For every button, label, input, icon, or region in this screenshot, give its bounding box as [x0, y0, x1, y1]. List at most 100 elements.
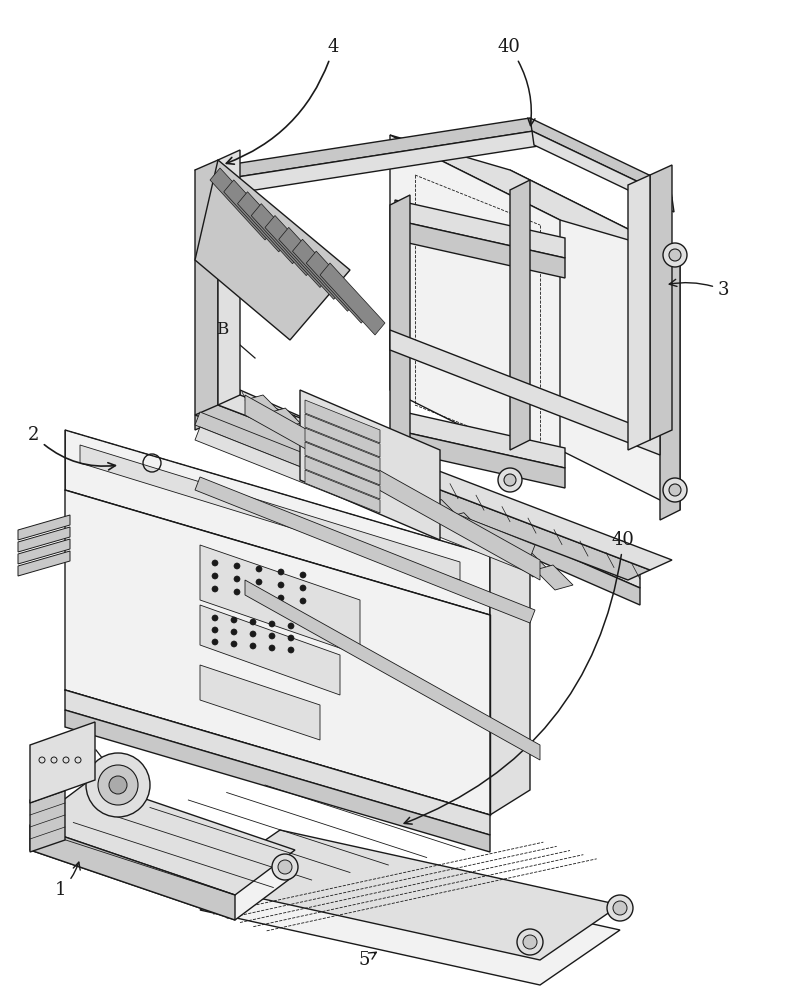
Circle shape [300, 585, 306, 591]
Circle shape [278, 860, 292, 874]
Circle shape [288, 623, 294, 629]
Polygon shape [390, 330, 660, 455]
Circle shape [278, 595, 284, 601]
Circle shape [212, 639, 218, 645]
Polygon shape [240, 390, 640, 588]
Circle shape [250, 643, 256, 649]
Polygon shape [513, 552, 551, 577]
Polygon shape [390, 135, 680, 255]
Circle shape [669, 249, 681, 261]
Circle shape [523, 935, 537, 949]
Circle shape [256, 592, 262, 598]
Polygon shape [30, 825, 235, 920]
Polygon shape [200, 855, 620, 985]
Polygon shape [290, 421, 327, 446]
Polygon shape [200, 830, 620, 960]
Polygon shape [395, 220, 565, 278]
Polygon shape [18, 551, 70, 576]
Polygon shape [650, 165, 672, 440]
Polygon shape [530, 118, 672, 198]
Polygon shape [628, 175, 650, 450]
Circle shape [663, 243, 687, 267]
Polygon shape [195, 160, 218, 430]
Circle shape [256, 566, 262, 572]
Polygon shape [195, 405, 650, 580]
Polygon shape [205, 130, 545, 197]
Circle shape [234, 576, 240, 582]
Polygon shape [510, 180, 530, 450]
Polygon shape [356, 460, 395, 485]
Circle shape [231, 629, 237, 635]
Text: 5: 5 [358, 951, 376, 969]
Polygon shape [18, 539, 70, 564]
Polygon shape [279, 227, 344, 299]
Polygon shape [305, 456, 380, 499]
Circle shape [231, 641, 237, 647]
Polygon shape [334, 447, 372, 472]
Polygon shape [305, 442, 380, 485]
Circle shape [269, 633, 275, 639]
Polygon shape [224, 180, 289, 252]
Circle shape [288, 635, 294, 641]
Circle shape [300, 572, 306, 578]
Polygon shape [195, 160, 350, 340]
Polygon shape [30, 788, 65, 852]
Polygon shape [195, 477, 535, 623]
Polygon shape [245, 395, 540, 580]
Text: B: B [216, 322, 228, 338]
Polygon shape [293, 239, 357, 311]
Circle shape [607, 895, 633, 921]
Circle shape [234, 563, 240, 569]
Text: 1: 1 [55, 862, 80, 899]
Polygon shape [306, 251, 371, 323]
Polygon shape [195, 412, 535, 558]
Polygon shape [251, 204, 316, 276]
Polygon shape [660, 248, 680, 520]
Circle shape [231, 617, 237, 623]
Polygon shape [395, 430, 565, 488]
Circle shape [269, 621, 275, 627]
Polygon shape [491, 539, 528, 564]
Polygon shape [200, 605, 340, 695]
Circle shape [663, 478, 687, 502]
Polygon shape [218, 150, 240, 420]
Polygon shape [390, 195, 410, 460]
Polygon shape [195, 427, 535, 573]
Polygon shape [30, 805, 295, 920]
Polygon shape [18, 515, 70, 540]
Polygon shape [305, 428, 380, 471]
Polygon shape [446, 513, 484, 538]
Text: 40: 40 [498, 38, 535, 126]
Text: 40: 40 [404, 531, 635, 824]
Circle shape [288, 647, 294, 653]
Text: 3: 3 [670, 279, 729, 299]
Circle shape [250, 619, 256, 625]
Polygon shape [18, 527, 70, 552]
Polygon shape [195, 118, 540, 182]
Polygon shape [240, 413, 640, 605]
Polygon shape [312, 434, 350, 459]
Circle shape [517, 929, 543, 955]
Polygon shape [65, 710, 490, 852]
Polygon shape [468, 526, 506, 551]
Polygon shape [510, 170, 680, 510]
Circle shape [212, 560, 218, 566]
Polygon shape [265, 216, 330, 288]
Polygon shape [390, 135, 560, 475]
Polygon shape [30, 780, 295, 895]
Polygon shape [210, 168, 275, 240]
Circle shape [669, 484, 681, 496]
Polygon shape [30, 722, 95, 803]
Circle shape [498, 468, 522, 492]
Circle shape [86, 753, 150, 817]
Circle shape [212, 615, 218, 621]
Polygon shape [218, 395, 672, 570]
Polygon shape [268, 408, 305, 433]
Polygon shape [245, 395, 283, 420]
Polygon shape [423, 500, 462, 525]
Polygon shape [80, 445, 460, 580]
Polygon shape [490, 530, 530, 815]
Polygon shape [395, 200, 565, 258]
Circle shape [98, 765, 138, 805]
Text: 2: 2 [28, 426, 115, 470]
